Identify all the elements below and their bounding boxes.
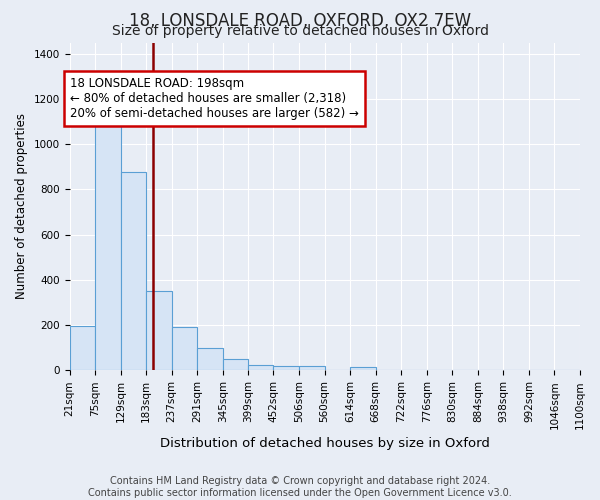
X-axis label: Distribution of detached houses by size in Oxford: Distribution of detached houses by size … — [160, 437, 490, 450]
Bar — [223, 358, 248, 370]
Bar — [70, 326, 95, 370]
Bar — [197, 348, 223, 370]
Text: Contains HM Land Registry data © Crown copyright and database right 2024.
Contai: Contains HM Land Registry data © Crown c… — [88, 476, 512, 498]
Bar — [350, 368, 376, 370]
Bar — [274, 366, 299, 370]
Bar — [172, 327, 197, 370]
Text: 18, LONSDALE ROAD, OXFORD, OX2 7EW: 18, LONSDALE ROAD, OXFORD, OX2 7EW — [129, 12, 471, 30]
Bar — [95, 117, 121, 370]
Bar — [299, 366, 325, 370]
Text: 18 LONSDALE ROAD: 198sqm
← 80% of detached houses are smaller (2,318)
20% of sem: 18 LONSDALE ROAD: 198sqm ← 80% of detach… — [70, 77, 359, 120]
Bar — [248, 364, 274, 370]
Text: Size of property relative to detached houses in Oxford: Size of property relative to detached ho… — [112, 24, 488, 38]
Y-axis label: Number of detached properties: Number of detached properties — [15, 114, 28, 300]
Bar — [146, 290, 172, 370]
Bar — [121, 172, 146, 370]
